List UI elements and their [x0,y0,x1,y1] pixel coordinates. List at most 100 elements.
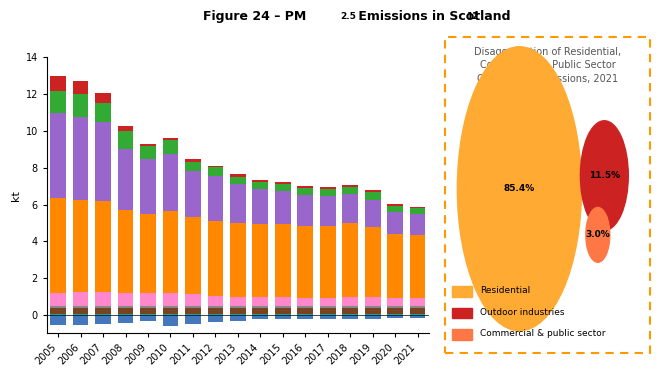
Bar [208,314,223,315]
Text: 2.5: 2.5 [340,12,356,21]
Bar [387,234,403,298]
Bar [387,298,403,306]
Bar [364,306,381,308]
Bar [342,306,358,308]
Bar [50,315,66,325]
Bar [140,293,156,306]
Bar [95,306,111,308]
Bar [320,306,336,308]
Bar [409,208,425,214]
Bar [73,81,88,94]
Bar [320,314,336,315]
Bar [364,308,381,314]
Bar [118,306,133,308]
Bar [364,192,381,200]
Bar [118,315,133,323]
Bar [140,214,156,293]
Bar [163,306,178,308]
Bar [342,223,358,297]
Text: Disaggregation of Residential,
Commercial & Public Sector
Combustion emissions, : Disaggregation of Residential, Commercia… [474,47,621,83]
Bar [364,200,381,227]
Ellipse shape [586,208,610,262]
Bar [73,315,88,325]
Bar [50,91,66,113]
Bar [140,146,156,159]
Bar [208,176,223,221]
Bar [73,117,88,200]
Bar [409,236,425,298]
Bar [297,186,313,188]
Bar [253,306,268,308]
Bar [118,131,133,149]
Bar [118,149,133,210]
Bar [118,293,133,306]
Bar [50,306,66,308]
Bar [95,314,111,315]
Text: Commercial & public sector: Commercial & public sector [480,329,606,338]
Bar [185,217,201,294]
Bar [208,167,223,176]
Bar [230,184,246,223]
Bar [140,306,156,308]
Bar [409,306,425,308]
Bar [185,308,201,314]
Bar [208,308,223,314]
Bar [163,314,178,315]
Bar [50,293,66,306]
Bar [320,187,336,188]
Text: 12: 12 [466,12,478,21]
Bar [185,159,201,162]
Text: 11.5%: 11.5% [589,171,620,180]
Bar [163,315,178,326]
Bar [185,171,201,217]
Bar [275,314,291,315]
Bar [275,306,291,308]
Bar [50,198,66,293]
Bar [118,210,133,293]
Bar [163,211,178,293]
Bar [95,308,111,314]
Bar [275,182,291,184]
Bar [320,308,336,314]
Bar [253,308,268,314]
Bar [73,292,88,306]
Bar [50,76,66,91]
Bar [118,314,133,315]
Text: 85.4%: 85.4% [504,184,535,193]
Bar [409,214,425,236]
Bar [230,308,246,314]
Bar [342,185,358,187]
Bar [163,140,178,154]
Bar [342,315,358,319]
Bar [118,126,133,131]
Bar [297,195,313,226]
Bar [230,297,246,306]
Bar [118,308,133,314]
Bar [387,314,403,315]
Bar [387,306,403,308]
Bar [275,224,291,297]
Bar [208,221,223,296]
Bar [50,113,66,198]
Bar [320,188,336,196]
Bar [342,297,358,306]
Bar [73,306,88,308]
Bar [342,187,358,194]
Text: Emissions in Scotland: Emissions in Scotland [354,10,511,23]
Bar [297,306,313,308]
Bar [275,308,291,314]
Bar [387,213,403,234]
Bar [73,200,88,292]
Bar [409,315,425,318]
Bar [230,223,246,297]
Bar [50,314,66,315]
Text: Residential: Residential [480,286,531,295]
Bar [297,308,313,314]
Bar [208,296,223,306]
Bar [342,314,358,315]
Bar [140,308,156,314]
Bar [50,308,66,314]
Bar [185,294,201,306]
Bar [163,308,178,314]
Bar [230,174,246,177]
